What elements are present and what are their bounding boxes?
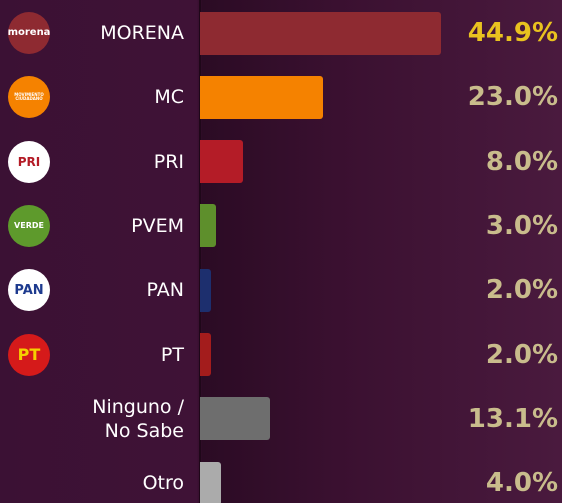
category-label: PVEM [131, 214, 184, 237]
category-label: Otro [142, 472, 184, 495]
value-label: 3.0% [485, 210, 558, 241]
bar [200, 397, 271, 441]
bar [200, 204, 217, 248]
party-logo: PAN [8, 269, 50, 312]
category-label: Ninguno / No Sabe [92, 395, 184, 442]
bar [200, 461, 222, 503]
value-label: 8.0% [485, 146, 558, 177]
category-label: MORENA [100, 22, 184, 44]
party-logo: VERDE [8, 204, 50, 247]
party-logo: MOVIMIENTO CIUDADANO [8, 76, 50, 119]
bar [200, 11, 441, 55]
party-logo: PRI [8, 140, 50, 183]
value-label: 2.0% [485, 339, 558, 370]
party-logo: morena [8, 12, 50, 54]
axis-line [199, 0, 201, 503]
bar [200, 75, 324, 119]
value-label: 2.0% [485, 275, 558, 306]
category-label: MC [154, 86, 184, 109]
value-label: 4.0% [485, 468, 558, 499]
bar [200, 268, 211, 312]
category-label: PRI [153, 150, 184, 173]
category-label: PAN [146, 279, 184, 302]
value-label: 13.1% [467, 403, 558, 434]
party-logo: PT [8, 333, 50, 376]
bar [200, 333, 211, 376]
value-label: 23.0% [467, 82, 558, 113]
category-label: PT [160, 343, 184, 366]
bar [200, 140, 243, 184]
value-label: 44.9% [467, 18, 558, 48]
